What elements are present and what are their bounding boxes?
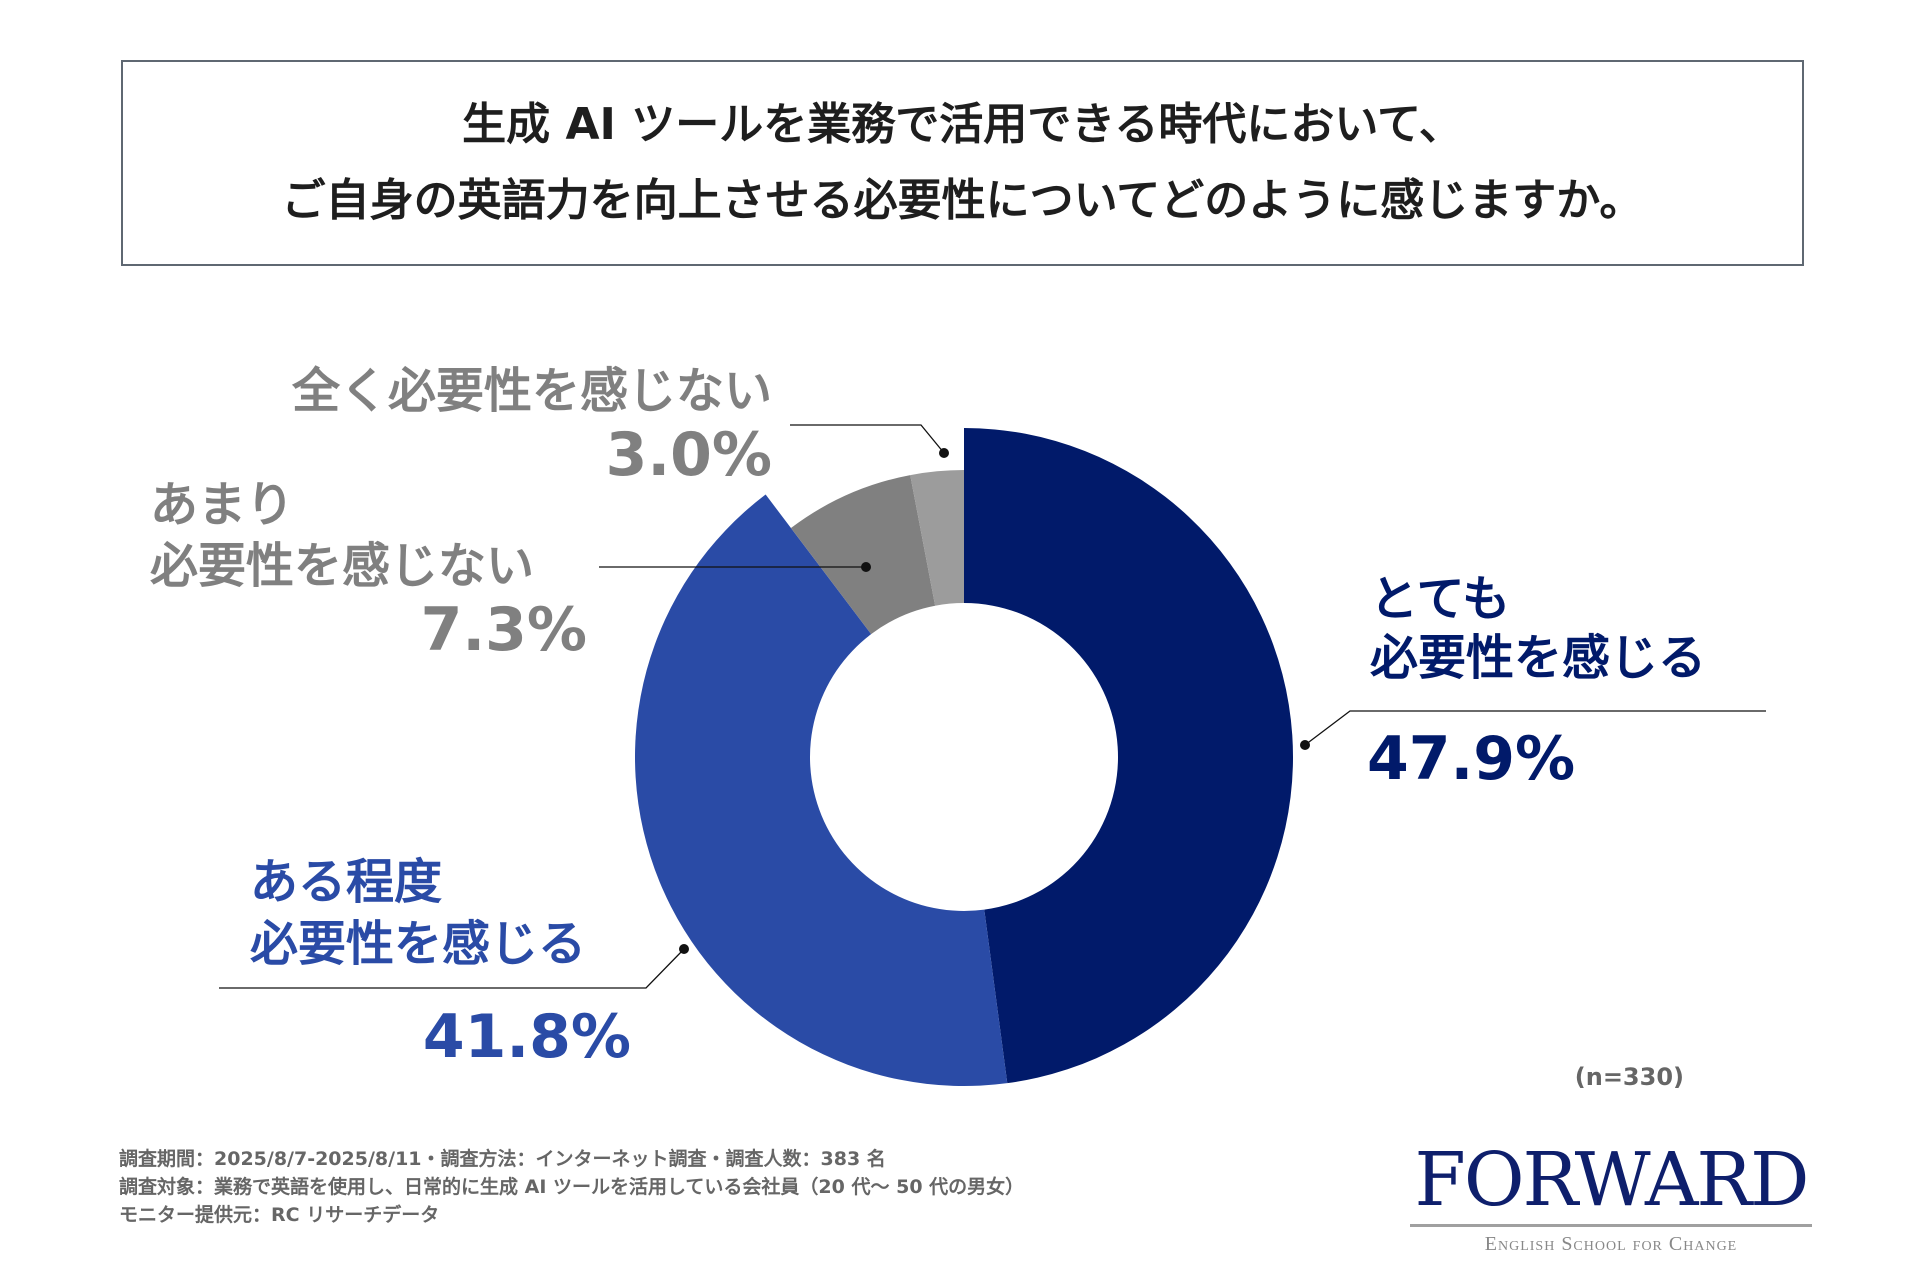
forward-logo: FORWARD English School for Change	[1410, 1140, 1812, 1256]
label-not-much-line1: あまり	[150, 477, 295, 533]
label-very-line1: とても	[1370, 571, 1511, 627]
value-not-at-all: 3.0%	[605, 420, 772, 490]
value-not-much: 7.3%	[420, 595, 587, 665]
logo-wordmark: FORWARD	[1414, 1137, 1810, 1223]
label-not-much-line2: 必要性を感じない	[150, 538, 535, 594]
slice-not-much	[790, 475, 936, 635]
slice-very	[964, 428, 1294, 1084]
footer-line-2: 調査対象：業務で英語を使用し、日常的に生成 AI ツールを活用している会社員（2…	[119, 1176, 1025, 1198]
logo-tagline: English School for Change	[1484, 1233, 1738, 1255]
footer-line-1: 調査期間：2025/8/7-2025/8/11・調査方法：インターネット調査・調…	[119, 1148, 886, 1170]
label-not-at-all: 全く必要性を感じない	[291, 363, 772, 419]
slice-not-at-all	[910, 470, 964, 606]
slice-somewhat	[634, 494, 1008, 1086]
footer-line-3: モニター提供元：RC リサーチデータ	[119, 1204, 440, 1226]
title-line-2: ご自身の英語力を向上させる必要性についてどのように感じますか。	[281, 175, 1644, 226]
value-very: 47.9%	[1367, 724, 1576, 794]
sample-size: (n=330)	[1574, 1063, 1684, 1091]
title-line-1: 生成 AI ツールを業務で活用できる時代において、	[462, 99, 1463, 150]
leader-not-much-dot	[861, 562, 871, 572]
value-somewhat: 41.8%	[422, 1002, 631, 1072]
leader-very-dot	[1300, 740, 1310, 750]
leader-not-at-all	[790, 424, 945, 454]
logo-divider	[1410, 1224, 1812, 1227]
leader-not-at-all-dot	[939, 448, 949, 458]
leader-very	[1304, 710, 1766, 746]
question-title-box: 生成 AI ツールを業務で活用できる時代において、 ご自身の英語力を向上させる必…	[121, 60, 1804, 266]
leader-somewhat	[219, 948, 685, 989]
label-somewhat-line1: ある程度	[250, 854, 443, 910]
leader-somewhat-dot	[679, 944, 689, 954]
label-very-line2: 必要性を感じる	[1370, 630, 1707, 686]
label-somewhat-line2: 必要性を感じる	[250, 916, 587, 972]
